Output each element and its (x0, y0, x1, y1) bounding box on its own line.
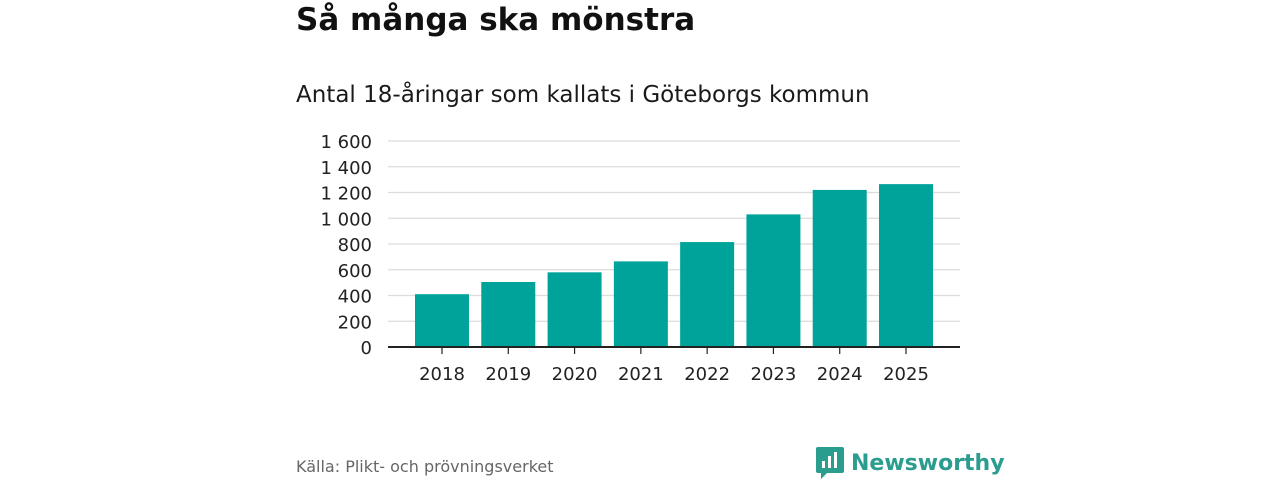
y-tick-label: 1 000 (320, 209, 372, 230)
y-tick-label: 1 400 (320, 158, 372, 179)
bar-2025 (879, 184, 933, 347)
y-tick-label: 200 (338, 312, 372, 333)
bar-chart-logo-icon (816, 447, 844, 479)
chart-subtitle: Antal 18-åringar som kallats i Göteborgs… (296, 82, 870, 108)
bar-2021 (613, 261, 668, 347)
x-tick-label: 2024 (817, 364, 863, 385)
chart-title: Så många ska mönstra (296, 2, 696, 38)
y-tick-label: 800 (338, 235, 372, 256)
x-tick-label: 2020 (552, 364, 598, 385)
brand-logo: Newsworthy (815, 446, 1005, 480)
y-tick-label: 0 (361, 338, 372, 359)
x-tick-label: 2025 (883, 364, 929, 385)
x-tick-label: 2021 (618, 364, 664, 385)
x-tick-label: 2019 (485, 364, 531, 385)
y-tick-label: 400 (338, 287, 372, 308)
y-tick-label: 1 200 (320, 184, 372, 205)
bar-2024 (812, 189, 867, 347)
bar-2023 (746, 214, 801, 347)
y-tick-label: 1 600 (320, 132, 372, 153)
source-note: Källa: Plikt- och prövningsverket (296, 457, 554, 476)
bar-2018 (415, 294, 469, 347)
x-tick-label: 2018 (419, 364, 465, 385)
bar-2020 (547, 272, 602, 347)
x-tick-label: 2023 (751, 364, 797, 385)
bar-2019 (481, 281, 536, 347)
y-tick-label: 600 (338, 261, 372, 282)
x-tick-label: 2022 (684, 364, 730, 385)
brand-name: Newsworthy (851, 450, 1005, 476)
bar-2022 (680, 242, 735, 347)
